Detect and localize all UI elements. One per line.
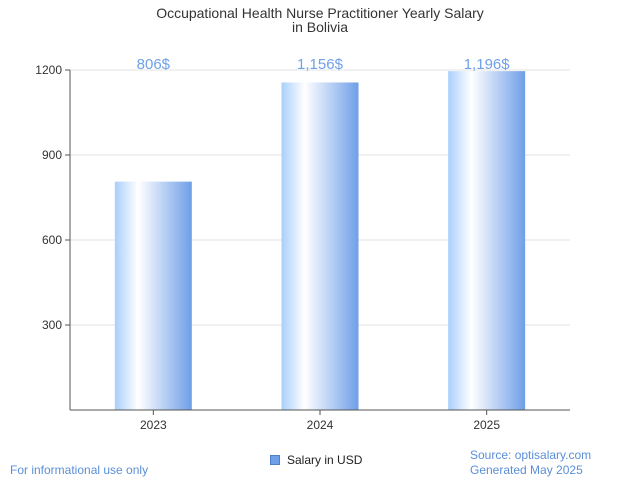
y-tick-label: 900 [42,148,62,162]
x-tick-label: 2024 [307,418,334,432]
x-tick-label: 2025 [473,418,500,432]
bar-2023[interactable] [114,181,192,410]
legend-label: Salary in USD [287,453,363,467]
chart-legend[interactable]: Salary in USD [270,453,362,467]
y-tick-label: 300 [42,318,62,332]
data-label-2025: 1,196$ [464,56,511,73]
bar-2024[interactable] [281,82,359,410]
data-label-2023: 806$ [137,56,171,73]
disclaimer-text: For informational use only [10,463,149,477]
chart-title-line-2: in Bolivia [292,19,348,35]
bar-2025[interactable] [448,71,526,410]
x-tick-label: 2023 [140,418,167,432]
legend-swatch [270,455,280,465]
generated-date: Generated May 2025 [470,463,583,477]
y-tick-label: 600 [42,233,62,247]
data-label-2024: 1,156$ [297,56,344,73]
source-text[interactable]: Source: optisalary.com [470,448,592,462]
y-tick-label: 1200 [35,63,62,77]
chart-title-line-1: Occupational Health Nurse Practitioner Y… [156,5,484,21]
